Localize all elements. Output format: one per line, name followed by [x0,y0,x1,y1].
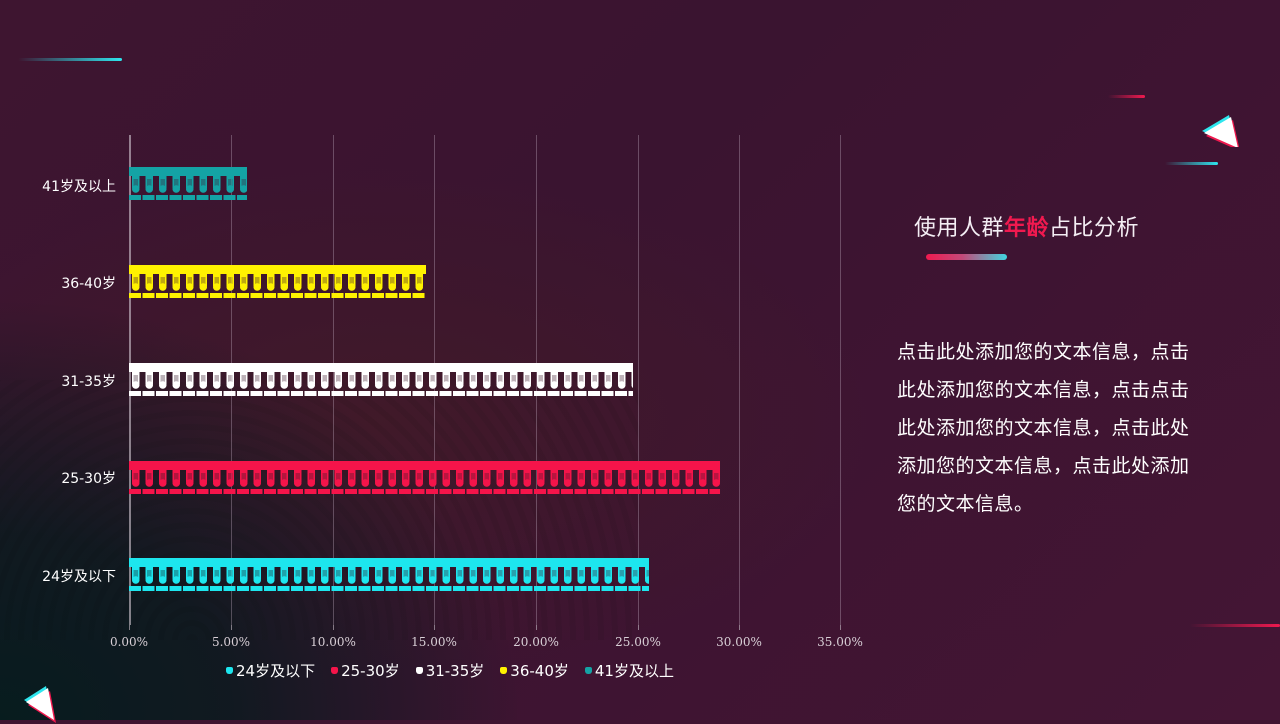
legend-swatch-icon [226,667,233,674]
bar-bottom [129,195,247,200]
legend-item-36-40[interactable]: 36-40岁 [500,660,569,681]
gridline-25 [638,135,639,625]
bar[interactable] [129,461,720,495]
bar-pegs [129,470,720,487]
background-crowd-image [0,380,640,640]
x-tick-label: 25.00% [615,635,661,649]
x-tick [638,625,639,630]
legend-label: 25-30岁 [341,662,400,680]
gridline-35 [840,135,841,625]
body-text[interactable]: 点击此处添加您的文本信息，点击此处添加您的文本信息，点击点击此处添加您的文本信息… [897,341,1190,515]
x-tick-label: 10.00% [310,635,356,649]
x-tick-label: 15.00% [411,635,457,649]
triangle-icon-bottom-left [24,686,56,723]
bar[interactable] [129,265,426,299]
bar-bottom [129,293,426,298]
legend-swatch-icon [500,667,508,674]
legend-label: 24岁及以下 [236,662,316,680]
bar-top [129,265,426,274]
bar-top [129,167,247,176]
x-tick [333,625,334,630]
x-tick-label: 20.00% [513,635,559,649]
x-tick [231,625,232,630]
deco-line-cyan-right [1165,162,1218,165]
bar-pegs [129,372,633,389]
bar-top [129,558,649,567]
bar[interactable] [129,167,247,201]
title-block: 使用人群年龄占比分析 [914,210,1139,260]
legend-item-31-35[interactable]: 31-35岁 [415,660,485,681]
y-label-25-30: 25-30岁 [61,471,116,487]
y-label-24-below: 24岁及以下 [42,569,116,585]
bar-bottom [129,489,720,494]
legend-label: 36-40岁 [510,662,569,680]
title-highlight: 年龄 [1004,216,1050,241]
x-tick [739,625,740,630]
triangle-icon-top-right [1202,115,1240,147]
bar-bottom [129,586,649,591]
page-title: 使用人群年龄占比分析 [914,210,1139,242]
bar-pegs [129,176,247,193]
bar[interactable] [129,558,649,592]
legend-item-41-plus[interactable]: 41岁及以上 [584,660,674,681]
bar[interactable] [129,363,633,397]
bar-top [129,461,720,470]
x-tick [129,625,130,630]
deco-line-red-bottom-right [1190,624,1280,627]
bar-pegs [129,274,426,291]
x-tick [434,625,435,630]
title-prefix: 使用人群 [914,216,1005,241]
deco-line-red-top-right [1108,95,1145,98]
title-underline [926,254,1007,260]
x-tick [840,625,841,630]
bar-top [129,363,633,372]
legend-item-25-30[interactable]: 25-30岁 [331,660,400,681]
x-tick-label: 5.00% [211,635,251,649]
x-tick-label: 30.00% [716,635,762,649]
x-tick [536,625,537,630]
legend-swatch-icon [331,667,339,674]
legend-swatch-icon [584,667,592,674]
legend-item-24-below[interactable]: 24岁及以下 [226,660,315,681]
title-suffix: 占比分析 [1049,216,1140,241]
deco-line-cyan-top-left [18,58,122,61]
gridline-30 [739,135,740,625]
bar-bottom [129,391,633,396]
y-label-31-35: 31-35岁 [61,374,116,390]
y-label-36-40: 36-40岁 [61,276,116,292]
legend-label: 31-35岁 [425,662,485,680]
x-tick-label: 35.00% [817,635,863,649]
legend-swatch-icon [415,667,423,674]
y-label-41-plus: 41岁及以上 [42,179,116,195]
chart-legend: 24岁及以下 25-30岁 31-35岁 36-40岁 41岁及以上 [226,660,674,681]
x-tick-label: 0.00% [109,635,149,649]
legend-label: 41岁及以上 [594,662,674,680]
bar-pegs [129,567,649,584]
